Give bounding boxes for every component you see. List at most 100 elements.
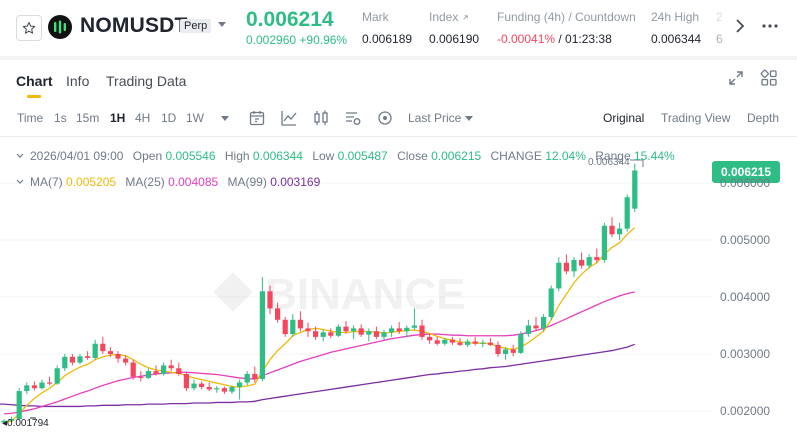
high-value: 0.006344 [252, 149, 303, 163]
tab-info[interactable]: Info [66, 73, 90, 89]
candle [624, 194, 630, 232]
view-trading-view[interactable]: Trading View [661, 111, 731, 125]
candle-body [130, 362, 136, 377]
candle-body [533, 325, 539, 329]
candle [275, 302, 281, 323]
candle [343, 320, 349, 335]
candle-body [594, 257, 600, 260]
candle-body [176, 368, 182, 374]
candle-body [100, 343, 106, 352]
candle [366, 328, 372, 342]
candle-body [153, 371, 159, 374]
candle [381, 330, 387, 340]
candle [229, 385, 235, 394]
candle-date: 2026/04/01 09:00 [30, 149, 124, 163]
view-original[interactable]: Original [603, 111, 645, 125]
candle-body [85, 356, 91, 358]
candle-body [9, 418, 15, 421]
candle [183, 372, 189, 392]
favorite-button[interactable] [16, 15, 42, 41]
candle-body [525, 325, 531, 335]
interval-1h[interactable]: 1H [110, 111, 126, 125]
interval-time[interactable]: Time [17, 111, 44, 125]
candle [351, 325, 357, 340]
candle-body [62, 356, 68, 369]
candle-body [495, 344, 501, 354]
tab-chart[interactable]: Chart [16, 73, 53, 89]
candle [533, 316, 539, 332]
layout-grid-icon[interactable] [760, 69, 778, 87]
symbol-name[interactable]: NOMUSDT [80, 14, 188, 37]
view-depth[interactable]: Depth [747, 111, 780, 125]
interval-15m[interactable]: 15m [76, 111, 100, 125]
collapse-ma-icon[interactable] [16, 178, 24, 186]
star-icon [22, 21, 36, 34]
watermark-text: BINANCE [265, 270, 465, 319]
candle [442, 338, 448, 346]
ma25-label: MA(25) [125, 175, 165, 189]
interval-1d[interactable]: 1D [161, 111, 177, 125]
candle-body [1, 420, 7, 423]
candle-body [487, 342, 493, 345]
candle-body [145, 371, 151, 378]
candle-body [214, 388, 220, 390]
candle [389, 325, 395, 337]
target-icon[interactable] [376, 109, 394, 127]
interval-4h[interactable]: 4H [135, 111, 151, 125]
candle-body [39, 382, 45, 389]
scroll-fade [712, 0, 752, 52]
collapse-legend-icon[interactable] [16, 152, 24, 160]
candle [47, 376, 53, 386]
candle [252, 366, 258, 383]
price-type-select[interactable]: Last Price [408, 111, 462, 125]
candle [145, 368, 151, 380]
candle-body [69, 356, 75, 363]
price-type-dropdown-icon[interactable] [465, 116, 473, 121]
candle-body [267, 291, 273, 309]
candle [9, 416, 15, 423]
ma-legend: MA(7) 0.005205 MA(25) 0.004085 MA(99) 0.… [16, 175, 320, 189]
candle-body [518, 334, 524, 353]
candle-body [480, 342, 486, 344]
symbol-dropdown-icon[interactable] [218, 22, 226, 27]
candle-body [343, 326, 349, 332]
open-value: 0.005546 [165, 149, 216, 163]
candle-body [237, 382, 243, 388]
candle [290, 314, 296, 337]
indicator-icon[interactable] [280, 109, 298, 127]
candle-body [419, 325, 425, 337]
tab-trading-data[interactable]: Trading Data [106, 73, 187, 89]
candle-body [221, 388, 227, 392]
external-link-icon[interactable] [462, 14, 469, 21]
chevron-right-icon[interactable] [733, 17, 747, 35]
interval-dropdown-icon[interactable] [221, 116, 229, 121]
candle-body [24, 385, 30, 392]
candle-body [586, 257, 592, 266]
interval-1w[interactable]: 1W [186, 111, 204, 125]
candle [579, 252, 585, 269]
candle [31, 381, 37, 391]
candle-body [571, 259, 577, 272]
candle-body [115, 354, 121, 359]
low-price-value: 0.001794 [7, 418, 49, 429]
more-options-icon[interactable] [760, 17, 780, 35]
chart-settings-icon[interactable] [344, 109, 362, 127]
ma7-polyline [3, 226, 636, 424]
candle-body [510, 349, 516, 353]
candle-body [54, 368, 60, 384]
price-chart[interactable]: BINANCE [0, 137, 797, 447]
candle [69, 354, 75, 366]
section-divider [0, 56, 797, 60]
expand-icon[interactable] [728, 70, 744, 86]
calendar-icon[interactable] [248, 109, 266, 127]
candlestick-type-icon[interactable] [312, 109, 330, 127]
candle-body [252, 373, 258, 380]
candle-body [297, 319, 303, 329]
candle [419, 319, 425, 340]
interval-1s[interactable]: 1s [54, 111, 67, 125]
stat-index: Index 0.006190 [429, 10, 479, 46]
candle [601, 222, 607, 263]
candle-body [427, 336, 433, 341]
candle [632, 163, 638, 213]
candle-body [92, 343, 98, 358]
